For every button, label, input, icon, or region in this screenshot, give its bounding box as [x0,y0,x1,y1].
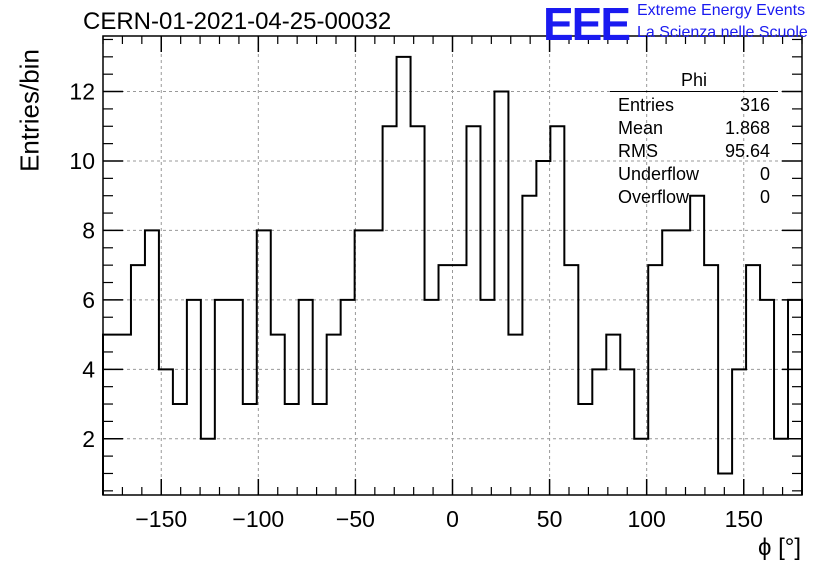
x-tick-label: −150 [135,506,187,532]
y-tick-label: 12 [69,79,95,105]
x-tick-label: 0 [446,506,459,532]
run-title: CERN-01-2021-04-25-00032 [83,8,392,35]
stats-value: 0 [759,187,770,207]
stats-label: RMS [618,141,658,161]
histogram-line [102,55,803,495]
eee-logo: EEE [543,0,631,50]
stats-title: Phi [610,70,778,92]
stats-row-mean: Mean 1.868 [610,117,778,140]
y-tick-label: 6 [82,287,95,313]
stats-box: Phi Entries 316 Mean 1.868 RMS 95.64 Underf… [610,70,778,209]
tick-labels: −150 −100 −50 0 50 100 150 2 4 6 8 10 12 [69,79,763,532]
x-tick-label: −50 [336,506,375,532]
stats-value: 0 [759,164,770,184]
stats-row-overflow: Overflow 0 [610,186,778,209]
axis-ticks [102,36,803,495]
x-tick-label: 150 [725,506,763,532]
brand-line-1: Extreme Energy Events [637,2,806,19]
x-axis-label: ϕ [°] [757,534,801,561]
stats-label: Entries [618,95,675,115]
y-tick-label: 8 [82,217,95,243]
x-tick-label: 100 [627,506,665,532]
y-tick-label: 2 [82,426,95,452]
stats-row-rms: RMS 95.64 [610,140,778,163]
stats-row-entries: Entries 316 [610,94,778,117]
y-tick-label: 4 [82,356,95,382]
stats-label: Underflow [618,164,700,184]
stats-label: Mean [618,118,664,138]
y-tick-label: 10 [69,148,95,174]
stats-value: 316 [739,95,770,115]
stats-row-underflow: Underflow 0 [610,163,778,186]
x-tick-label: 50 [537,506,563,532]
stats-value: 95.64 [724,141,770,161]
stats-value: 1.868 [724,118,770,138]
stats-label: Overflow [618,187,690,207]
y-axis-label: Entries/bin [14,49,45,172]
brand-line-2: La Scienza nelle Scuole [637,24,808,41]
x-tick-label: −100 [232,506,284,532]
